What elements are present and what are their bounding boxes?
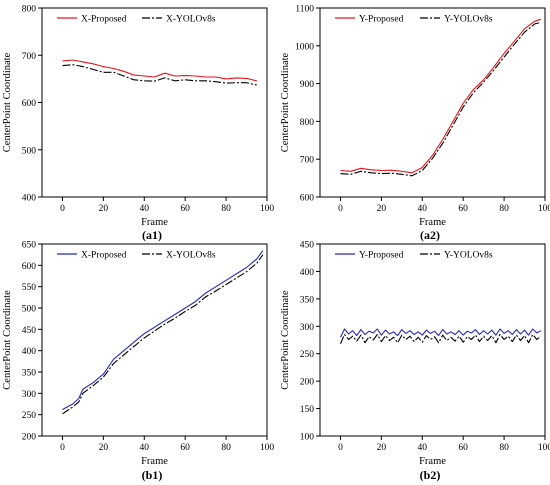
y-tick-label: 200: [300, 378, 315, 388]
x-tick-label: 0: [338, 443, 343, 453]
legend-label: X-YOLOv8s: [166, 251, 216, 261]
x-tick-label: 60: [458, 443, 468, 453]
y-tick-label: 800: [300, 118, 315, 128]
x-tick-label: 100: [260, 443, 275, 453]
legend-label: Y-Proposed: [359, 15, 404, 25]
chart-panel-b2: 0 20 40 60 80 100 100 150 200 250 300 350 400 450 Fram…: [280, 241, 550, 483]
x-tick-label: 20: [377, 204, 387, 214]
y-axis-label: CenterPoint Coordinate: [280, 290, 291, 390]
x-tick-label: 100: [538, 443, 550, 453]
legend-label: X-Proposed: [81, 15, 127, 25]
panel-label: (b2): [420, 468, 441, 482]
y-axis-label: CenterPoint Coordinate: [2, 290, 13, 390]
x-tick-label: 20: [99, 443, 109, 453]
x-tick-label: 100: [538, 204, 550, 214]
y-tick-label: 550: [22, 283, 37, 293]
y-tick-label: 450: [300, 241, 315, 251]
x-tick-label: 20: [99, 204, 109, 214]
plot-frame: [319, 243, 546, 437]
x-tick-label: 0: [60, 443, 65, 453]
y-tick-label: 350: [22, 369, 37, 379]
x-tick-label: 60: [180, 204, 190, 214]
x-tick-label: 80: [221, 204, 231, 214]
y-tick-label: 250: [22, 411, 37, 421]
x-tick-label: 20: [377, 443, 387, 453]
y-tick-label: 100: [300, 433, 315, 443]
series-line-x-yolov8s: [62, 64, 257, 86]
y-tick-label: 800: [22, 5, 37, 15]
y-tick-label: 600: [22, 99, 37, 109]
x-axis-label: Frame: [419, 217, 446, 228]
legend-label: X-Proposed: [81, 251, 127, 261]
series-line-x-yolov8s: [62, 254, 264, 415]
series-line-y-proposed: [340, 18, 542, 174]
legend-label: Y-YOLOv8s: [444, 15, 493, 25]
y-tick-label: 600: [300, 194, 315, 204]
x-tick-label: 60: [180, 443, 190, 453]
y-tick-label: 400: [22, 194, 37, 204]
series-line-x-proposed: [62, 59, 257, 82]
y-axis-label: CenterPoint Coordinate: [2, 52, 13, 152]
chart-panel-a1: 0 20 40 60 80 100 400 500 600 700 800 Frame CenterPo…: [2, 5, 274, 243]
y-tick-label: 1000: [295, 42, 314, 52]
panel-label: (a2): [420, 228, 440, 242]
y-tick-label: 900: [300, 80, 315, 90]
panel-label: (a1): [142, 228, 162, 242]
legend-label: Y-YOLOv8s: [444, 251, 493, 261]
x-tick-label: 40: [418, 204, 428, 214]
x-tick-label: 0: [338, 204, 343, 214]
x-tick-label: 60: [458, 204, 468, 214]
series-line-y-yolov8s: [340, 21, 542, 177]
y-tick-label: 700: [22, 52, 37, 62]
x-tick-label: 80: [499, 204, 509, 214]
panel-label: (b1): [142, 468, 163, 482]
y-tick-label: 250: [300, 350, 315, 360]
y-tick-label: 500: [22, 146, 37, 156]
series-line-x-proposed: [62, 250, 264, 410]
legend-label: Y-Proposed: [359, 251, 404, 261]
x-tick-label: 40: [418, 443, 428, 453]
plot-frame: [41, 7, 268, 198]
y-tick-label: 400: [300, 268, 315, 278]
y-tick-label: 600: [22, 262, 37, 272]
x-tick-label: 0: [60, 204, 65, 214]
y-tick-label: 300: [300, 323, 315, 333]
y-tick-label: 650: [22, 241, 37, 251]
chart-panel-a2: 0 20 40 60 80 100 600 700 800 900 1000 1100 Frame Cen…: [280, 5, 550, 243]
x-tick-label: 80: [221, 443, 231, 453]
series-line-y-proposed: [340, 328, 542, 338]
x-tick-label: 100: [260, 204, 275, 214]
y-tick-label: 1100: [295, 5, 314, 15]
x-axis-label: Frame: [141, 217, 168, 228]
y-tick-label: 450: [22, 326, 37, 336]
legend-label: X-YOLOv8s: [166, 15, 216, 25]
series-line-y-yolov8s: [339, 333, 542, 345]
x-tick-label: 40: [140, 204, 150, 214]
x-axis-label: Frame: [141, 456, 168, 467]
plot-frame: [41, 243, 268, 437]
x-axis-label: Frame: [419, 456, 446, 467]
y-tick-label: 200: [22, 433, 37, 443]
y-axis-label: CenterPoint Coordinate: [280, 52, 291, 152]
x-tick-label: 80: [499, 443, 509, 453]
y-tick-label: 400: [22, 347, 37, 357]
y-tick-label: 350: [300, 295, 315, 305]
x-tick-label: 40: [140, 443, 150, 453]
chart-panel-b1: 0 20 40 60 80 100 200 250 300 350 400 450 500 550 600 6…: [2, 241, 274, 483]
y-tick-label: 150: [300, 405, 315, 415]
y-tick-label: 300: [22, 390, 37, 400]
plot-frame: [319, 7, 546, 198]
y-tick-label: 500: [22, 305, 37, 315]
y-tick-label: 700: [300, 156, 315, 166]
